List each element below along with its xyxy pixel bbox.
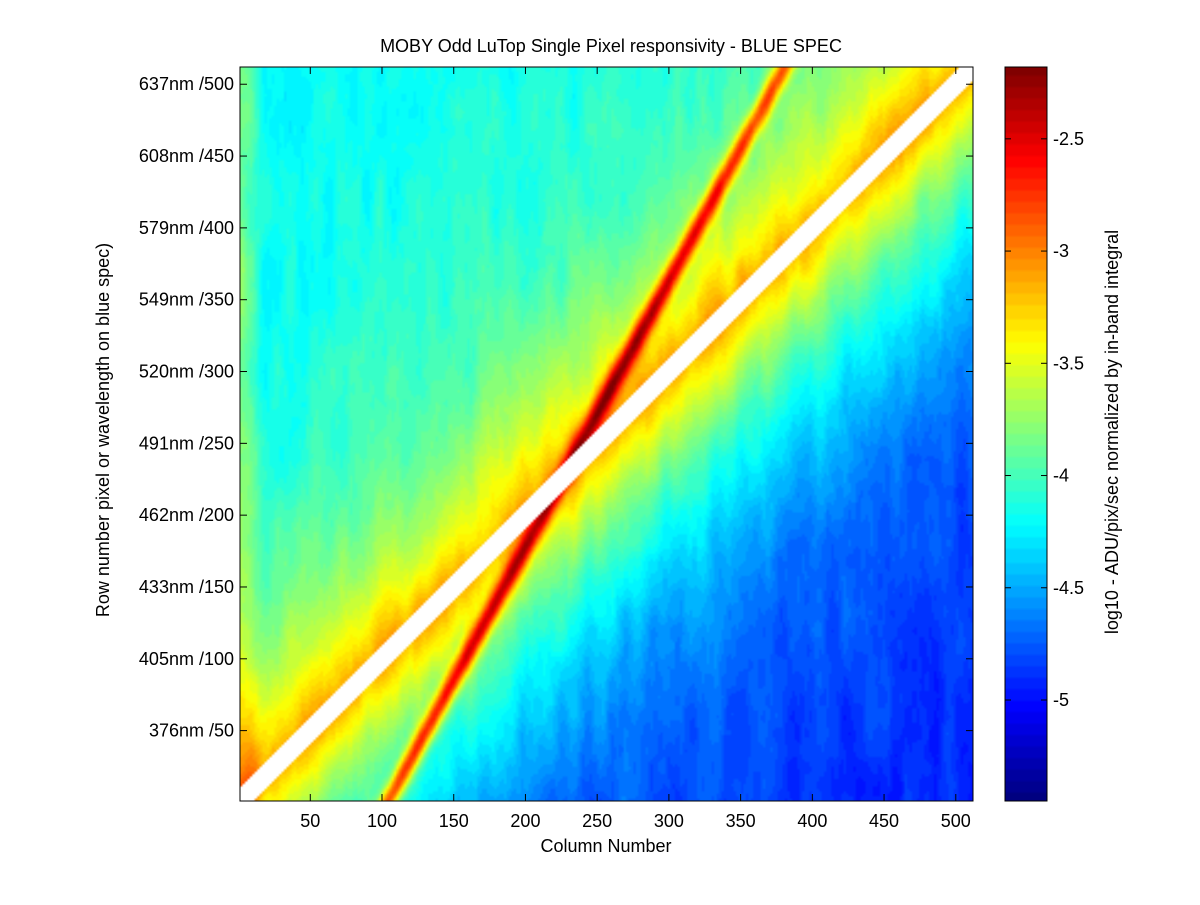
y-tick-label: 376nm /50 xyxy=(149,721,234,741)
colorbar-gradient xyxy=(1005,67,1047,801)
plot-frame xyxy=(239,66,974,802)
colorbar-tick-label: -4.5 xyxy=(1053,578,1084,598)
x-tick-label: 350 xyxy=(726,811,756,831)
y-tick-label: 579nm /400 xyxy=(139,218,234,238)
x-tick-label: 400 xyxy=(797,811,827,831)
y-tick-label: 405nm /100 xyxy=(139,649,234,669)
y-axis: 376nm /50 405nm /100 433nm /150 462nm /200 4… xyxy=(139,74,973,741)
colorbar-tick-label: -2.5 xyxy=(1053,129,1084,149)
colorbar-ticks: -5 -4.5 -4 -3.5 -3 -2.5 xyxy=(1005,129,1084,710)
y-tick-label: 637nm /500 xyxy=(139,74,234,94)
colorbar-tick-label: -3 xyxy=(1053,241,1069,261)
x-tick-label: 450 xyxy=(869,811,899,831)
heatmap-image xyxy=(240,67,973,801)
colorbar-tick-label: -4 xyxy=(1053,466,1069,486)
x-tick-label: 50 xyxy=(300,811,320,831)
y-tick-label: 491nm /250 xyxy=(139,433,234,453)
y-tick-label: 462nm /200 xyxy=(139,505,234,525)
y-axis-label: Row number pixel or wavelength on blue s… xyxy=(93,243,113,617)
y-tick-label: 433nm /150 xyxy=(139,577,234,597)
colorbar-frame xyxy=(1004,66,1048,802)
x-axis: 50 100 150 200 250 300 350 400 450 500 xyxy=(300,67,971,831)
y-tick-label: 608nm /450 xyxy=(139,146,234,166)
chart-title: MOBY Odd LuTop Single Pixel responsivity… xyxy=(380,36,842,56)
colorbar-tick-label: -3.5 xyxy=(1053,353,1084,373)
x-tick-label: 150 xyxy=(439,811,469,831)
heatmap-plot-area xyxy=(239,66,974,802)
x-tick-label: 500 xyxy=(941,811,971,831)
x-tick-label: 300 xyxy=(654,811,684,831)
x-axis-label: Column Number xyxy=(540,836,671,856)
x-tick-label: 200 xyxy=(510,811,540,831)
colorbar: -5 -4.5 -4 -3.5 -3 -2.5 xyxy=(1004,66,1084,802)
colorbar-tick-label: -5 xyxy=(1053,690,1069,710)
y-tick-label: 520nm /300 xyxy=(139,362,234,382)
y-tick-label: 549nm /350 xyxy=(139,290,234,310)
colorbar-label: log10 - ADU/pix/sec normalized by in-ban… xyxy=(1102,230,1122,634)
x-tick-label: 100 xyxy=(367,811,397,831)
x-tick-label: 250 xyxy=(582,811,612,831)
